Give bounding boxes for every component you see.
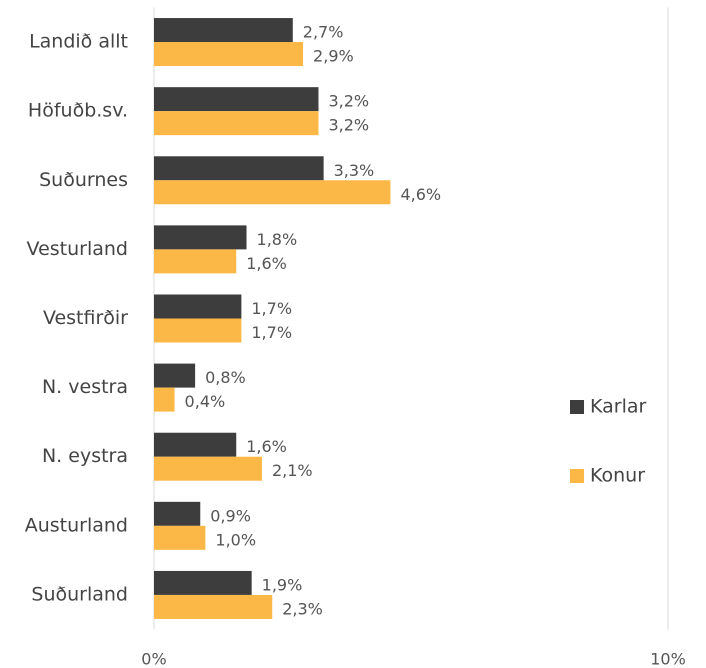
value-label: 2,1%: [272, 461, 313, 480]
value-label: 3,3%: [334, 161, 375, 180]
value-label: 0,4%: [185, 392, 226, 411]
bar: [154, 456, 262, 481]
x-tick-label: 0%: [141, 650, 166, 668]
bar: [154, 180, 391, 205]
y-tick-label: Suðurland: [31, 583, 128, 605]
bar: [154, 18, 293, 43]
y-tick-label: Vestfirðir: [43, 307, 128, 329]
y-tick-label: Höfuðb.sv.: [28, 100, 128, 122]
bar: [154, 294, 242, 319]
bar: [154, 249, 237, 274]
y-tick-label: N. vestra: [42, 376, 128, 398]
bar: [154, 363, 196, 388]
legend-swatch: [570, 469, 584, 483]
bar: [154, 594, 273, 619]
value-label: 2,7%: [303, 23, 344, 42]
value-label: 1,7%: [251, 299, 292, 318]
value-label: 3,2%: [328, 92, 369, 111]
bar: [154, 387, 175, 412]
x-tick-label: 10%: [650, 650, 686, 668]
value-label: 0,8%: [205, 368, 246, 387]
y-tick-label: Austurland: [25, 514, 128, 536]
value-label: 1,8%: [257, 230, 298, 249]
bar: [154, 111, 319, 136]
y-tick-label: Landið allt: [29, 31, 128, 53]
value-label: 1,6%: [246, 437, 287, 456]
value-label: 1,6%: [246, 254, 287, 273]
bar: [154, 525, 206, 550]
legend-label: Karlar: [590, 396, 647, 418]
y-tick-label: Suðurnes: [39, 169, 128, 191]
bar: [154, 87, 319, 112]
value-label: 1,0%: [215, 530, 256, 549]
legend-swatch: [570, 400, 584, 414]
legend-label: Konur: [590, 465, 645, 487]
bar: [154, 318, 242, 343]
value-label: 2,3%: [282, 599, 323, 618]
bar: [154, 570, 252, 595]
value-label: 1,7%: [251, 323, 292, 342]
y-tick-label: Vesturland: [27, 238, 128, 260]
value-label: 3,2%: [328, 116, 369, 135]
bar: [154, 42, 304, 67]
bar: [154, 501, 201, 526]
bar: [154, 225, 247, 250]
bar: [154, 432, 237, 457]
bar: [154, 156, 324, 181]
value-label: 4,6%: [400, 185, 441, 204]
value-label: 1,9%: [262, 575, 303, 594]
y-tick-label: N. eystra: [42, 445, 128, 467]
value-label: 2,9%: [313, 47, 354, 66]
value-label: 0,9%: [210, 506, 251, 525]
